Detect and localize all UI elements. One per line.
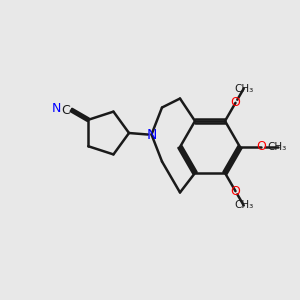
Text: O: O: [256, 140, 266, 154]
Text: C: C: [61, 103, 70, 116]
Text: N: N: [146, 128, 157, 142]
Text: O: O: [231, 185, 240, 198]
Text: CH₃: CH₃: [234, 200, 254, 211]
Text: N: N: [52, 102, 61, 115]
Text: CH₃: CH₃: [268, 142, 287, 152]
Text: CH₃: CH₃: [234, 83, 254, 94]
Text: O: O: [231, 96, 240, 109]
